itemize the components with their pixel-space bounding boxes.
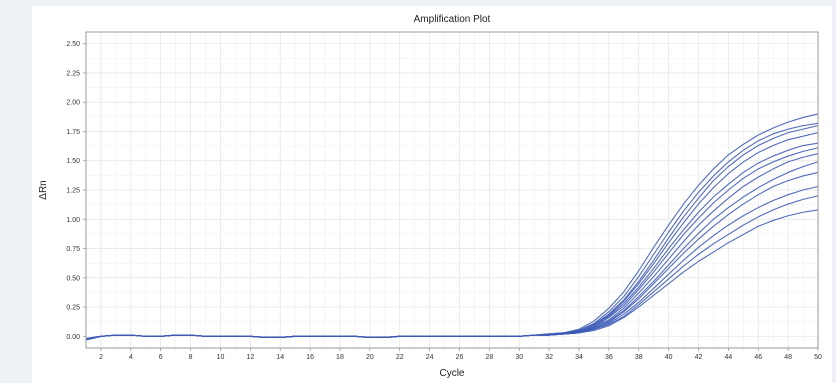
y-tick-label: 2.50: [66, 41, 80, 48]
x-tick-label: 10: [217, 354, 225, 361]
x-tick-label: 34: [575, 354, 583, 361]
x-tick-label: 50: [814, 354, 822, 361]
y-axis-title: ΔRn: [38, 180, 49, 199]
series-line-8: [85, 161, 819, 341]
series-line-6: [85, 147, 819, 341]
y-tick-label: 2.25: [66, 70, 80, 77]
series-line-1: [85, 113, 819, 340]
x-tick-label: 4: [129, 354, 133, 361]
y-tick-label: 2.00: [66, 100, 80, 107]
y-tick-label: 0.00: [66, 334, 80, 341]
chart-title: Amplification Plot: [414, 14, 491, 25]
x-tick-label: 30: [515, 354, 523, 361]
x-tick-label: 12: [246, 354, 254, 361]
series-line-5: [85, 142, 819, 340]
y-tick-label: 1.50: [66, 158, 80, 165]
series-line-11: [85, 195, 819, 340]
x-tick-label: 40: [665, 354, 673, 361]
y-tick-label: 0.75: [66, 246, 80, 253]
series-line-12: [85, 209, 819, 341]
x-axis-title: Cycle: [439, 368, 464, 379]
x-tick-label: 32: [545, 354, 553, 361]
x-tick-label: 44: [724, 354, 732, 361]
series-lines: [85, 113, 819, 341]
series-line-4: [85, 132, 819, 341]
x-tick-label: 24: [426, 354, 434, 361]
grid-lines: [85, 32, 819, 348]
x-tick-label: 16: [306, 354, 314, 361]
x-tick-label: 42: [695, 354, 703, 361]
y-tick-label: 1.25: [66, 188, 80, 195]
x-tick-label: 26: [456, 354, 464, 361]
x-tick-label: 20: [366, 354, 374, 361]
x-tick-label: 8: [189, 354, 193, 361]
x-tick-label: 14: [276, 354, 284, 361]
y-tick-label: 1.00: [66, 217, 80, 224]
y-tick-label: 0.50: [66, 275, 80, 282]
x-tick-label: 46: [754, 354, 762, 361]
y-tick-label: 1.75: [66, 129, 80, 136]
y-tick-label: 0.25: [66, 305, 80, 312]
x-tick-label: 36: [605, 354, 613, 361]
x-tick-label: 6: [159, 354, 163, 361]
axis-ticks: 2 4 6 8 10 12 14 16 18 20 22 24 26 28 30 32 34 36 38 40 42 44…: [66, 41, 822, 361]
x-tick-label: 48: [784, 354, 792, 361]
amplification-plot-chart: 2 4 6 8 10 12 14 16 18 20 22 24 26 28 30 32 34 36 38 40 42 44…: [38, 14, 822, 379]
x-tick-label: 38: [635, 354, 643, 361]
x-tick-label: 2: [99, 354, 103, 361]
x-tick-label: 22: [396, 354, 404, 361]
x-tick-label: 28: [485, 354, 493, 361]
x-tick-label: 18: [336, 354, 344, 361]
amplification-plot-figure: 2 4 6 8 10 12 14 16 18 20 22 24 26 28 30 32 34 36 38 40 42 44…: [32, 6, 832, 383]
